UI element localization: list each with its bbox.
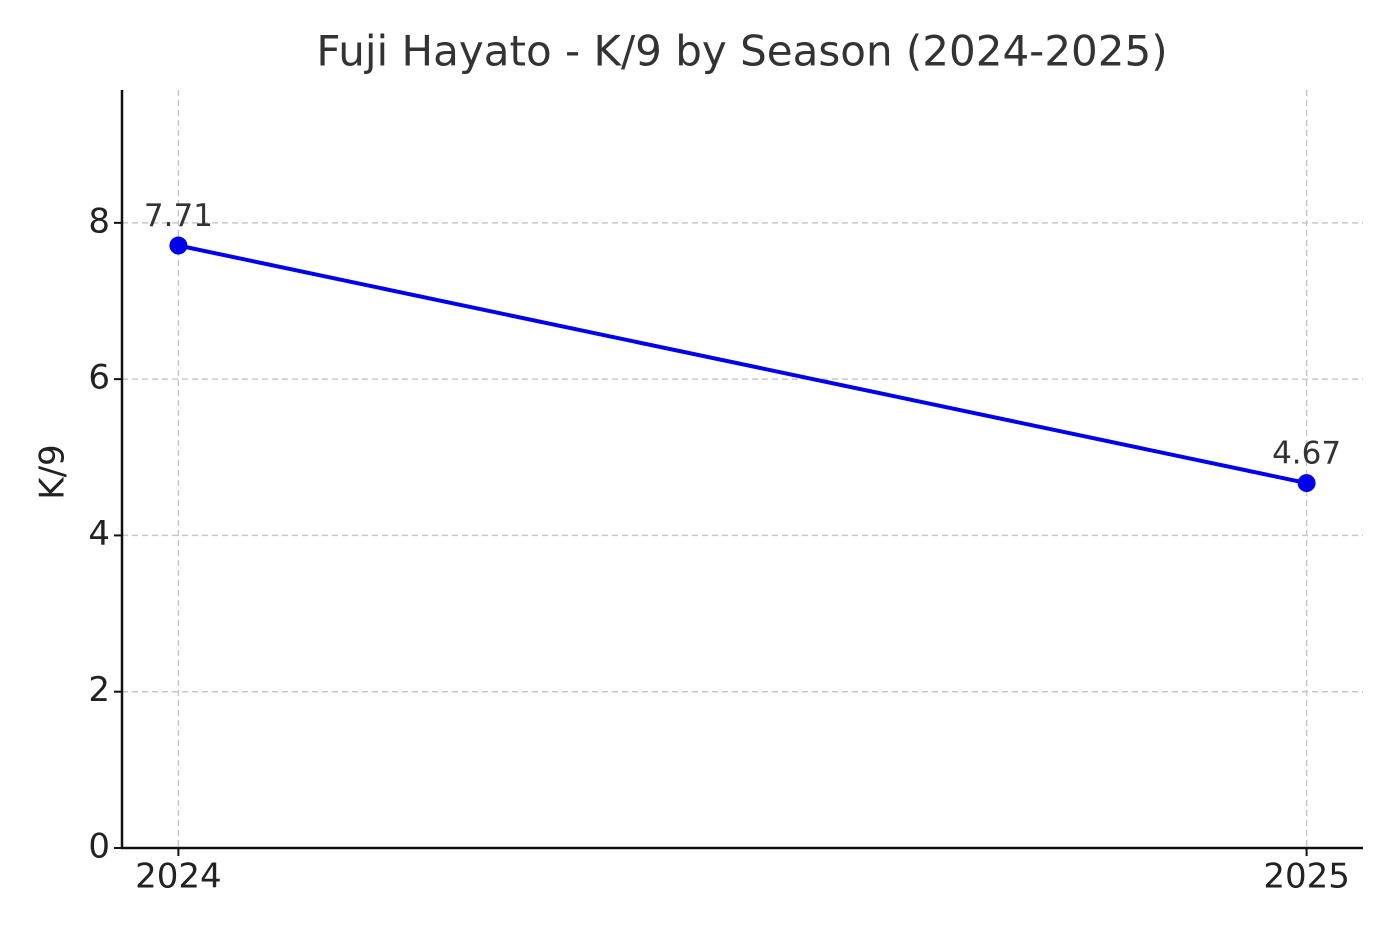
- y-tick-label: 4: [88, 514, 110, 554]
- y-tick-label: 6: [88, 358, 110, 398]
- line: [177, 243, 1308, 486]
- data-label: 7.71: [144, 198, 213, 234]
- y-axis-label: K/9: [33, 444, 73, 499]
- x-tick-label: 2024: [135, 857, 222, 897]
- y-tick-label: 0: [88, 827, 110, 867]
- chart-title: Fuji Hayato - K/9 by Season (2024-2025): [316, 27, 1167, 76]
- y-tick-label: 2: [88, 670, 110, 710]
- data-label: 4.67: [1272, 436, 1341, 472]
- x-tick-label: 2025: [1263, 857, 1350, 897]
- point: [1297, 474, 1316, 493]
- y-tick-label: 8: [88, 201, 110, 241]
- point: [169, 236, 188, 255]
